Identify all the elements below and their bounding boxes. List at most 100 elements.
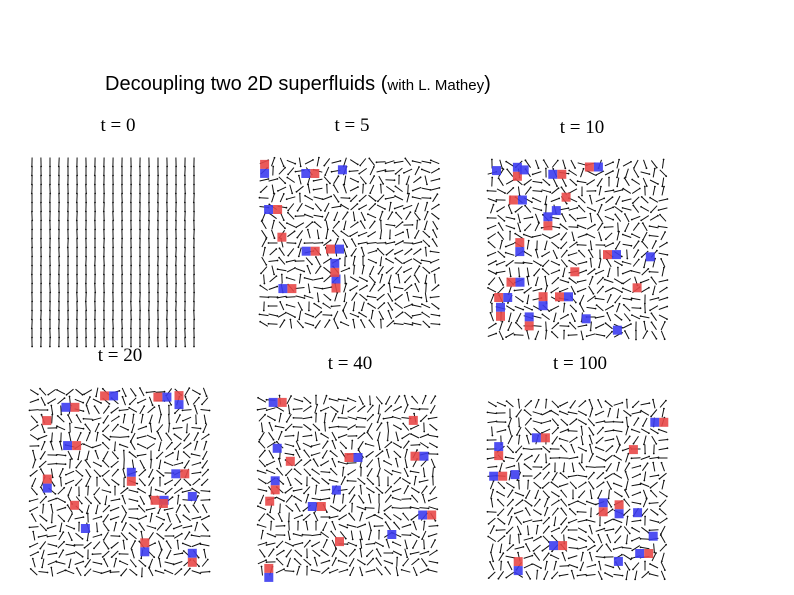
arrow-head	[311, 263, 313, 266]
spin-arrow	[568, 564, 578, 568]
arrow-head	[292, 434, 295, 437]
spin-arrow	[404, 275, 412, 283]
arrow-head	[118, 409, 121, 412]
spin-arrow	[643, 435, 647, 445]
arrow-head	[540, 448, 543, 450]
arrow-head	[568, 214, 571, 216]
arrow-head	[338, 220, 340, 223]
spin-arrow	[275, 496, 285, 502]
spin-arrow	[525, 507, 531, 517]
arrow-head	[640, 256, 643, 258]
spin-arrow	[595, 315, 605, 319]
arrow-head	[264, 465, 266, 468]
arrow-head	[348, 197, 351, 200]
arrow-head	[525, 434, 528, 437]
spin-arrow	[589, 489, 593, 499]
arrow-head	[568, 503, 570, 506]
arrow-head	[548, 451, 551, 453]
spin-arrow	[275, 550, 285, 556]
spin-arrow	[577, 261, 587, 265]
spin-arrow	[385, 395, 391, 405]
arrow-head	[433, 466, 436, 469]
arrow-head	[294, 260, 297, 262]
spin-arrow	[507, 507, 513, 517]
arrow-head	[118, 390, 121, 392]
spin-arrow	[633, 417, 639, 427]
arrow-head	[154, 488, 157, 491]
arrow-head	[429, 197, 432, 200]
spin-arrow	[155, 489, 165, 493]
spin-arrow	[532, 411, 542, 415]
arrow-head	[90, 502, 92, 505]
arrow-head	[511, 489, 514, 492]
spin-arrow	[201, 523, 209, 531]
arrow-head	[287, 520, 290, 523]
spin-arrow	[424, 220, 428, 230]
arrow-head	[303, 449, 306, 452]
arrow-head	[614, 541, 616, 544]
spin-arrow	[577, 519, 587, 523]
arrow-head	[495, 412, 498, 414]
spin-arrow	[367, 467, 373, 477]
spin-arrow	[296, 230, 304, 238]
spin-arrow	[532, 234, 542, 238]
spin-arrow	[604, 226, 614, 228]
arrow-head	[410, 284, 413, 286]
arrow-head	[417, 558, 420, 560]
spin-arrow	[431, 212, 439, 220]
spin-arrow	[613, 402, 623, 406]
spin-arrow	[578, 482, 586, 488]
spin-arrow	[613, 518, 623, 524]
spin-arrow	[119, 436, 129, 438]
arrow-head	[109, 491, 112, 494]
arrow-head	[639, 464, 642, 467]
arrow-head	[409, 211, 412, 214]
spin-arrow	[606, 258, 612, 268]
arrow-head	[541, 487, 544, 489]
spin-arrow	[67, 513, 73, 523]
spin-arrow	[278, 413, 282, 423]
arrow-head	[436, 453, 439, 455]
arrow-head	[366, 295, 369, 298]
arrow-head	[534, 338, 537, 341]
vortex	[614, 500, 624, 510]
spin-arrow	[622, 188, 632, 194]
vortex	[301, 246, 311, 256]
arrow-head	[182, 451, 185, 453]
panel: t = 0	[30, 115, 196, 348]
spin-arrow	[268, 422, 274, 432]
spin-arrow	[359, 158, 367, 166]
arrow-head	[429, 250, 432, 253]
arrow-head	[497, 177, 500, 180]
spin-arrow	[514, 546, 524, 550]
spin-arrow	[350, 203, 358, 211]
arrow-head	[373, 166, 375, 168]
spin-arrow	[604, 518, 614, 524]
spin-arrow	[286, 222, 296, 228]
spin-arrow	[395, 311, 403, 319]
arrow-head	[128, 451, 131, 454]
spin-arrow	[577, 279, 587, 283]
spin-arrow	[506, 571, 514, 579]
vortex	[519, 165, 529, 175]
spin-arrow	[365, 543, 375, 545]
arrow-head	[512, 498, 514, 501]
arrow-head	[310, 569, 313, 571]
spin-arrow	[661, 177, 665, 187]
spin-arrow	[173, 561, 183, 565]
spin-arrow	[403, 242, 413, 244]
arrow-head	[58, 345, 60, 348]
arrow-head	[585, 450, 587, 452]
arrow-head	[348, 565, 351, 567]
arrow-head	[533, 552, 536, 555]
arrow-head	[372, 557, 374, 560]
arrow-head	[335, 439, 337, 441]
arrow-head	[28, 526, 31, 529]
arrow-head	[42, 503, 45, 506]
spin-arrow	[377, 194, 385, 202]
arrow-head	[550, 481, 553, 484]
arrow-head	[329, 467, 332, 470]
arrow-head	[542, 213, 544, 216]
arrow-head	[590, 497, 593, 500]
spin-arrow	[293, 496, 303, 502]
